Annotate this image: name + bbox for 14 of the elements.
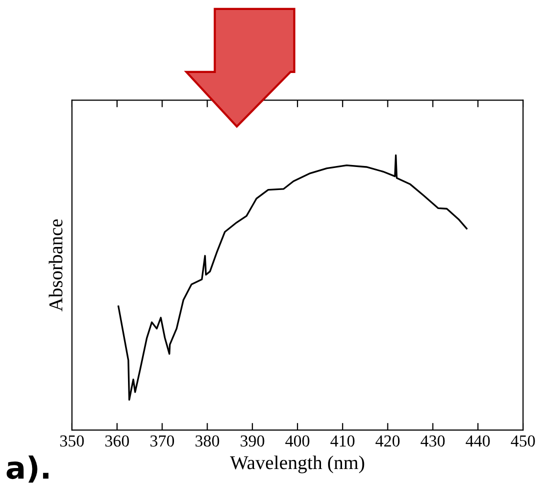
x-tick-label: 420	[376, 435, 400, 447]
x-tick-label: 380	[196, 435, 220, 447]
y-axis-title: Absorbance	[48, 219, 62, 312]
x-axis-title: Wavelength (nm)	[230, 456, 364, 474]
x-tick-label: 350	[60, 435, 84, 447]
x-tick-label: 370	[150, 435, 174, 447]
x-tick-label: 400	[285, 435, 310, 447]
x-tick-label: 390	[240, 435, 264, 447]
x-tick-label: 430	[420, 435, 445, 447]
x-tick-label: 440	[466, 435, 490, 447]
text: a).	[6, 455, 48, 483]
x-tick-label: 410	[330, 435, 354, 447]
x-tick-label: 360	[105, 435, 129, 447]
x-tick-label: 450	[510, 435, 535, 447]
